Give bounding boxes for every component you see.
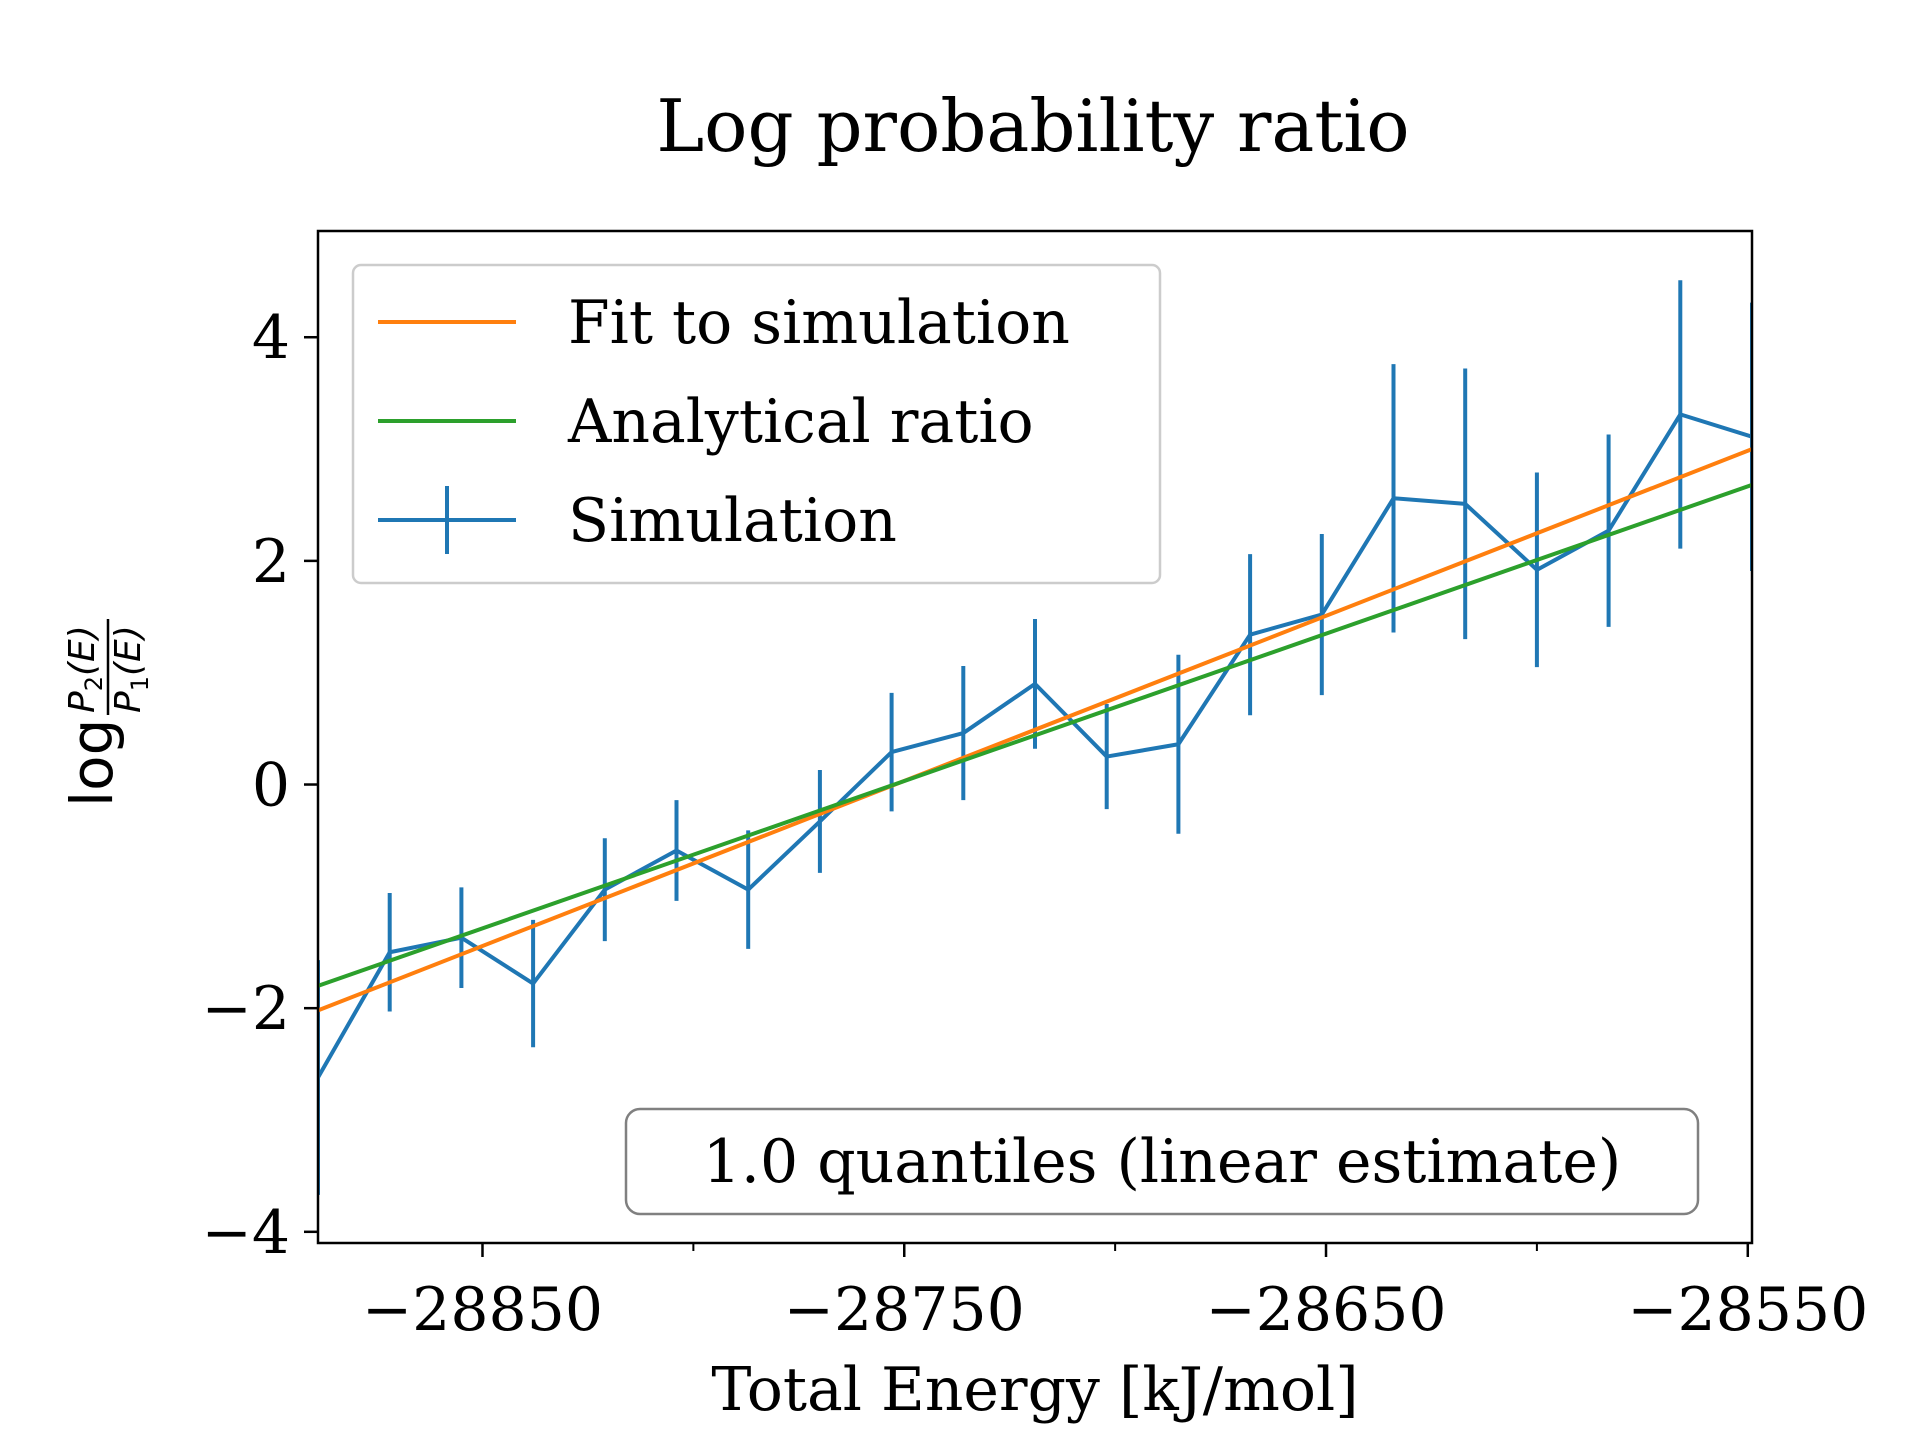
x-tick-label: −28850 — [362, 1275, 603, 1345]
x-tick-label: −28650 — [1205, 1275, 1446, 1345]
x-axis: −28850 −28750 −28650 −28550 — [362, 1243, 1868, 1345]
annotation-text: 1.0 quantiles (linear estimate) — [703, 1127, 1622, 1197]
chart-title: Log probability ratio — [656, 84, 1409, 168]
x-tick-label: −28550 — [1627, 1275, 1868, 1345]
legend-box — [351, 263, 1162, 585]
plot-frame — [316, 229, 1754, 1245]
y-tick-label: −4 — [202, 1198, 290, 1268]
y-tick-label: 4 — [252, 303, 290, 373]
annotation-box: 1.0 quantiles (linear estimate) — [624, 1107, 1700, 1216]
x-tick-label: −28750 — [784, 1275, 1025, 1345]
legend: Fit to simulation Analytical ratio Simulat… — [351, 263, 1162, 585]
svg-text:P2(E): P2(E) — [62, 625, 108, 713]
y-axis: −4 −2 0 2 4 — [202, 303, 318, 1268]
fit-to-simulation-line — [318, 447, 1752, 1013]
analytical-ratio-line — [318, 482, 1752, 988]
y-axis-label: log P2(E) P1(E) — [58, 619, 154, 807]
svg-text:P1(E): P1(E) — [108, 625, 154, 713]
y-tick-label: 0 — [252, 751, 290, 821]
legend-label: Fit to simulation — [568, 288, 1070, 358]
svg-text:log: log — [58, 719, 126, 807]
y-tick-label: −2 — [202, 974, 290, 1044]
legend-label: Simulation — [568, 486, 897, 556]
x-axis-label: Total Energy [kJ/mol] — [711, 1355, 1358, 1425]
y-tick-label: 2 — [252, 527, 290, 597]
series-layer — [318, 280, 1752, 1195]
simulation-line — [318, 412, 1752, 1079]
legend-label: Analytical ratio — [567, 387, 1034, 457]
